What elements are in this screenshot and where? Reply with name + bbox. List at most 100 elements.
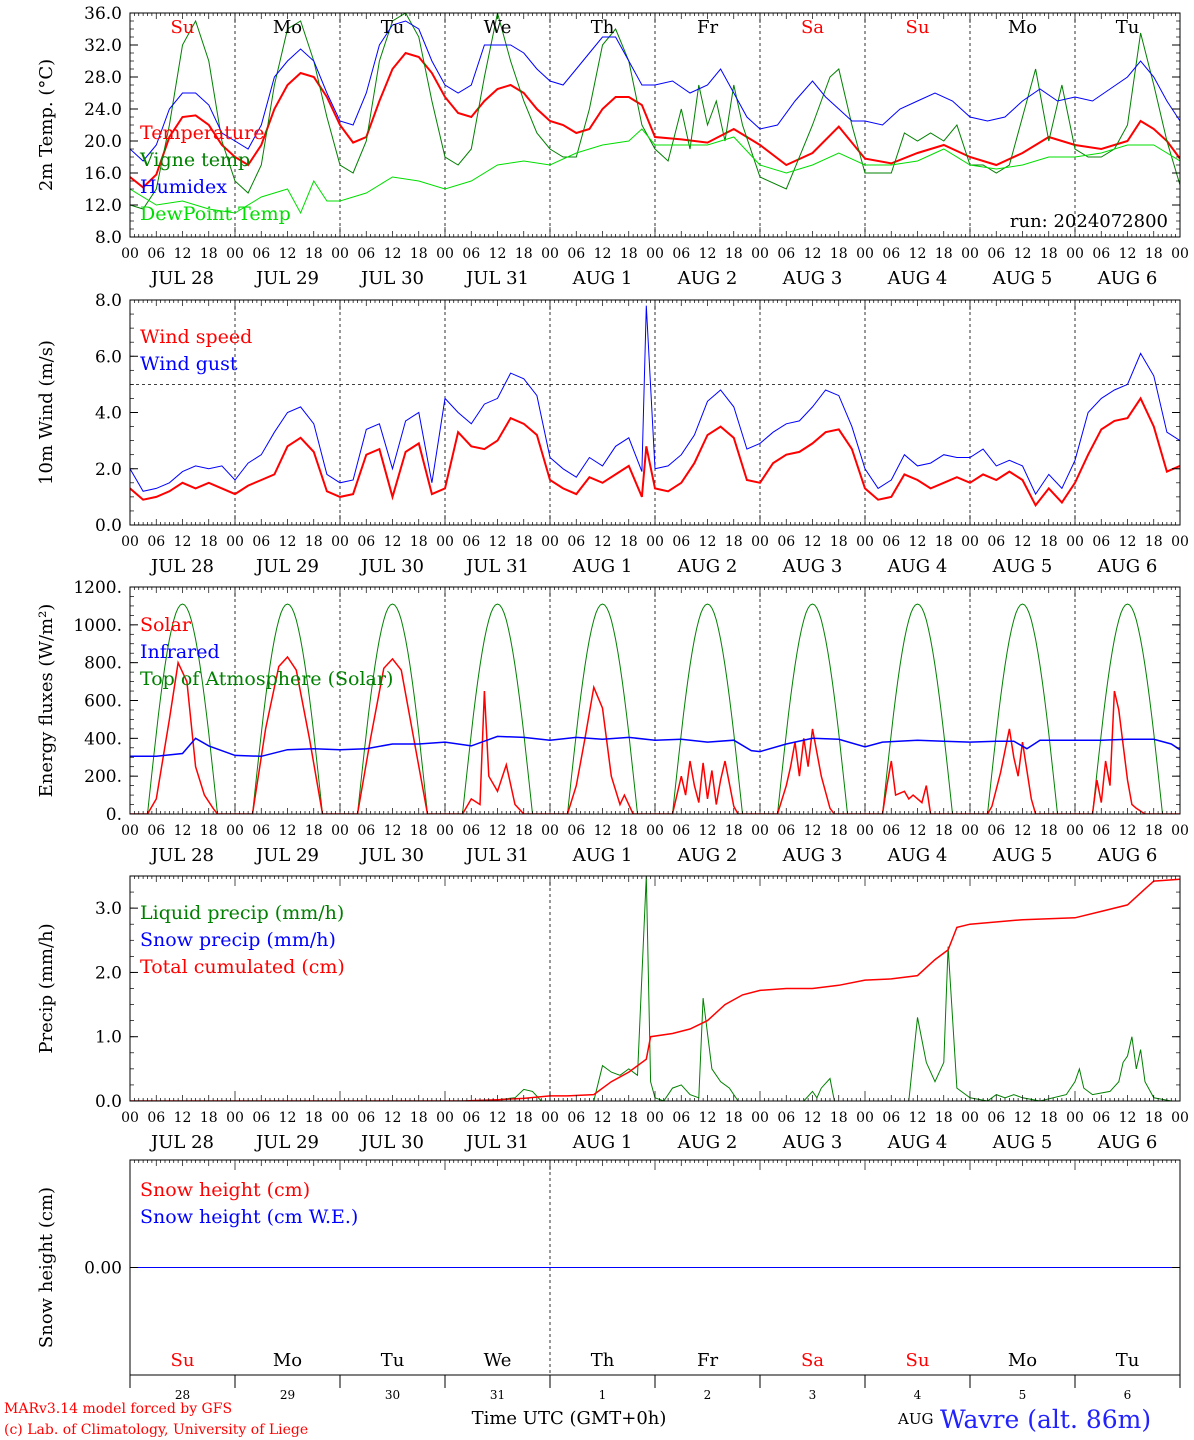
x-hour-tick-label: 00 (856, 246, 874, 262)
x-hour-tick-label: 00 (331, 823, 349, 839)
month-label: AUG (897, 1410, 933, 1428)
x-hour-tick-label: 06 (1092, 823, 1110, 839)
y-tick-label: 1200. (73, 578, 122, 598)
x-hour-tick-label: 18 (305, 534, 323, 550)
legend-entry: Liquid precip (mm/h) (140, 902, 344, 924)
x-hour-tick-label: 00 (961, 823, 979, 839)
x-date-label: JUL 29 (254, 1132, 319, 1153)
x-hour-tick-label: 06 (147, 246, 165, 262)
x-hour-tick-label: 18 (410, 823, 428, 839)
x-hour-tick-label: 18 (515, 246, 533, 262)
x-hour-tick-label: 18 (725, 1110, 743, 1126)
x-hour-tick-label: 18 (830, 1110, 848, 1126)
x-date-label: AUG 5 (992, 1132, 1053, 1153)
x-date-label: JUL 30 (359, 268, 424, 289)
y-tick-label: 1.0 (95, 1028, 122, 1048)
x-hour-tick-label: 00 (646, 823, 664, 839)
x-hour-tick-label: 12 (594, 534, 612, 550)
x-hour-tick-label: 18 (410, 246, 428, 262)
x-hour-tick-label: 12 (699, 1110, 717, 1126)
x-hour-tick-label: 18 (620, 823, 638, 839)
x-hour-tick-label: 12 (489, 1110, 507, 1126)
x-hour-tick-label: 06 (987, 1110, 1005, 1126)
x-hour-tick-label: 06 (777, 1110, 795, 1126)
x-hour-tick-label: 06 (567, 534, 585, 550)
x-hour-tick-label: 00 (1171, 1110, 1189, 1126)
x-hour-tick-label: 12 (1119, 823, 1137, 839)
x-hour-tick-label: 12 (1119, 534, 1137, 550)
weekday-label: Sa (801, 1350, 824, 1371)
x-hour-tick-label: 00 (541, 534, 559, 550)
weekday-label: Tu (381, 1350, 405, 1371)
y-tick-label: 2.0 (95, 460, 122, 480)
x-hour-tick-label: 18 (830, 246, 848, 262)
x-hour-tick-label: 12 (594, 823, 612, 839)
series-line-wind_speed (130, 396, 1180, 508)
x-hour-tick-label: 18 (935, 246, 953, 262)
y-tick-label: 12.0 (84, 196, 122, 216)
legend-entry: Snow height (cm) (140, 1179, 310, 1201)
y-tick-label: 2.0 (95, 963, 122, 983)
day-number-label: 2 (704, 1388, 712, 1402)
x-hour-tick-label: 12 (174, 246, 192, 262)
x-hour-tick-label: 12 (804, 246, 822, 262)
x-hour-tick-label: 00 (121, 1110, 139, 1126)
x-hour-tick-label: 06 (672, 1110, 690, 1126)
x-hour-tick-label: 06 (672, 534, 690, 550)
day-number-label: 4 (914, 1388, 922, 1402)
x-hour-tick-label: 12 (909, 823, 927, 839)
legend-entry: Humidex (140, 176, 227, 198)
x-hour-tick-label: 12 (489, 823, 507, 839)
legend-entry: DewPoint Temp (140, 203, 291, 225)
x-hour-tick-label: 06 (987, 246, 1005, 262)
x-date-label: JUL 31 (464, 845, 529, 866)
x-hour-tick-label: 06 (672, 246, 690, 262)
x-hour-tick-label: 18 (1040, 246, 1058, 262)
x-hour-tick-label: 00 (1066, 823, 1084, 839)
x-hour-tick-label: 12 (1014, 823, 1032, 839)
copyright-credit: (c) Lab. of Climatology, University of L… (4, 1422, 308, 1438)
y-tick-label: 1000. (73, 616, 122, 636)
x-date-label: AUG 6 (1097, 845, 1158, 866)
x-hour-tick-label: 18 (725, 534, 743, 550)
x-date-label: AUG 1 (572, 268, 633, 289)
run-label: run: 2024072800 (1010, 211, 1168, 232)
x-hour-tick-label: 06 (147, 823, 165, 839)
x-date-label: JUL 28 (149, 1132, 214, 1153)
x-date-label: JUL 30 (359, 1132, 424, 1153)
x-hour-tick-label: 18 (305, 1110, 323, 1126)
weekday-label: Mo (273, 1350, 302, 1371)
day-number-label: 29 (280, 1388, 295, 1402)
x-hour-tick-label: 18 (305, 823, 323, 839)
x-hour-tick-label: 12 (384, 534, 402, 550)
legend-entry: Vigne temp (139, 149, 250, 171)
x-hour-tick-label: 06 (252, 1110, 270, 1126)
x-hour-tick-label: 12 (489, 534, 507, 550)
x-hour-tick-label: 06 (987, 823, 1005, 839)
x-hour-tick-label: 18 (935, 1110, 953, 1126)
x-date-label: AUG 1 (572, 556, 633, 577)
x-hour-tick-label: 00 (961, 534, 979, 550)
weekday-label: Tu (1116, 17, 1140, 38)
x-hour-tick-label: 00 (1171, 534, 1189, 550)
x-hour-tick-label: 00 (961, 1110, 979, 1126)
x-hour-tick-label: 00 (1066, 246, 1084, 262)
legend-entry: Snow precip (mm/h) (140, 929, 336, 951)
weekday-label: Sa (801, 17, 824, 38)
x-date-label: JUL 30 (359, 845, 424, 866)
x-hour-tick-label: 06 (777, 534, 795, 550)
x-hour-tick-label: 12 (1014, 1110, 1032, 1126)
y-axis-label: 10m Wind (m/s) (36, 340, 57, 485)
x-hour-tick-label: 18 (200, 534, 218, 550)
y-tick-label: 16.0 (84, 164, 122, 184)
x-date-label: AUG 4 (887, 1132, 948, 1153)
x-hour-tick-label: 12 (279, 246, 297, 262)
x-hour-tick-label: 12 (804, 1110, 822, 1126)
weekday-label: Su (171, 1350, 195, 1371)
x-hour-tick-label: 06 (882, 246, 900, 262)
x-hour-tick-label: 18 (830, 534, 848, 550)
x-hour-tick-label: 06 (567, 823, 585, 839)
x-hour-tick-label: 00 (856, 1110, 874, 1126)
x-hour-tick-label: 06 (882, 534, 900, 550)
